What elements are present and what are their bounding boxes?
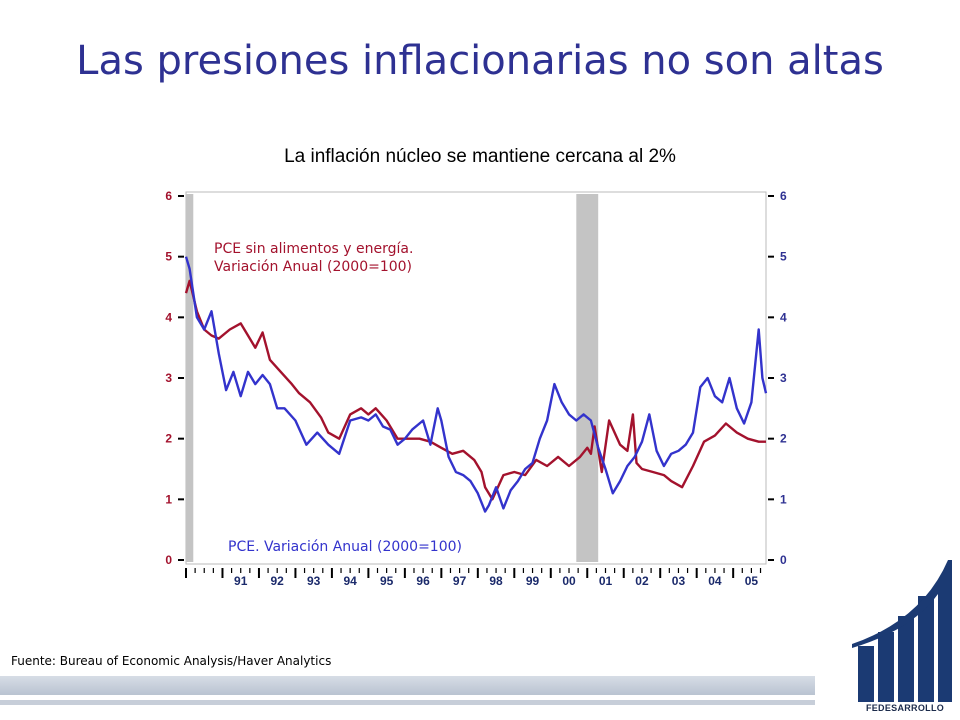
line-chart: 0 01 12 23 34 45 56 691 92 93 94 95 96 97 98 99 00 01 02 03… <box>165 189 787 588</box>
plot-area <box>185 191 767 565</box>
series-label-core-pce: PCE sin alimentos y energía. Variación An… <box>214 241 413 275</box>
series-label-pce: PCE. Variación Anual (2000=100) <box>228 539 462 555</box>
chart-axes: 0 01 12 23 34 45 56 691 92 93 94 95 96 97 98 99 00 01 02 03… <box>165 189 787 588</box>
left-y-tick-label: 1 <box>165 492 172 506</box>
x-tick-label: 97 <box>453 574 467 588</box>
x-tick-label: 95 <box>380 574 394 588</box>
x-tick-label: 96 <box>416 574 430 588</box>
series-label-line-2: Variación Anual (2000=100) <box>214 259 412 275</box>
series-line-core-pce <box>184 279 766 501</box>
right-y-tick-label: 4 <box>780 310 787 324</box>
left-y-tick-label: 3 <box>165 371 172 385</box>
x-tick-label: 91 <box>234 574 248 588</box>
footer-band <box>0 676 815 695</box>
x-tick-label: 00 <box>562 574 576 588</box>
x-tick-label: 01 <box>599 574 613 588</box>
x-tick-label: 99 <box>526 574 540 588</box>
logo-wordmark: FEDESARROLLO <box>865 703 945 713</box>
left-y-tick-label: 6 <box>165 189 172 203</box>
source-note: Fuente: Bureau of Economic Analysis/Have… <box>11 654 332 668</box>
series-label-line-1: PCE sin alimentos y energía. <box>214 241 413 257</box>
x-tick-label: 04 <box>708 574 722 588</box>
recession-band <box>576 194 599 562</box>
x-tick-label: 05 <box>745 574 759 588</box>
recession-bands <box>186 194 599 562</box>
footer-line <box>0 700 815 705</box>
x-tick-label: 94 <box>343 574 357 588</box>
series-lines <box>184 256 768 513</box>
right-y-tick-label: 0 <box>780 553 787 567</box>
right-y-tick-label: 6 <box>780 189 787 203</box>
right-y-tick-label: 3 <box>780 371 787 385</box>
x-tick-label: 03 <box>672 574 686 588</box>
recession-band <box>186 194 194 562</box>
x-tick-label: 93 <box>307 574 321 588</box>
fedesarrollo-logo-icon <box>852 560 952 702</box>
chart-background <box>185 191 767 565</box>
left-y-tick-label: 0 <box>165 553 172 567</box>
x-tick-label: 92 <box>271 574 285 588</box>
series-line-pce <box>184 256 768 513</box>
x-tick-label: 02 <box>635 574 649 588</box>
x-tick-label: 98 <box>489 574 503 588</box>
slide-title: Las presiones inflacionarias no son alta… <box>76 38 884 84</box>
right-y-tick-label: 2 <box>780 432 787 446</box>
right-y-tick-label: 5 <box>780 250 787 264</box>
chart-title: La inflación núcleo se mantiene cercana … <box>284 146 676 167</box>
left-y-tick-label: 5 <box>165 250 172 264</box>
left-y-tick-label: 2 <box>165 432 172 446</box>
left-y-tick-label: 4 <box>165 310 172 324</box>
right-y-tick-label: 1 <box>780 492 787 506</box>
